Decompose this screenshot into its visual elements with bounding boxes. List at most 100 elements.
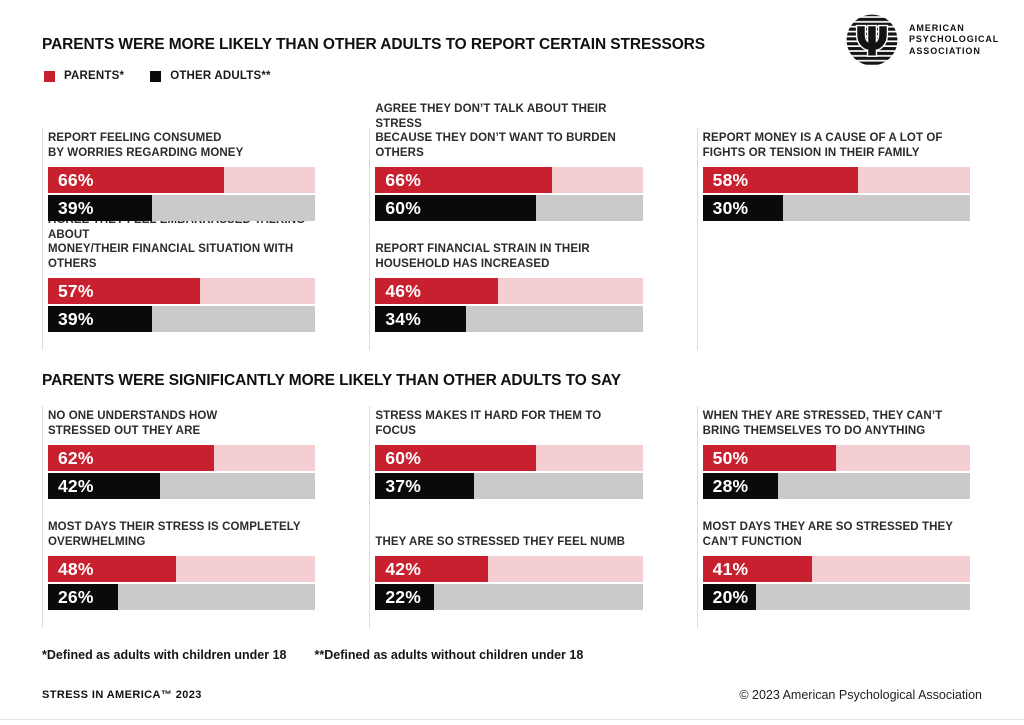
stat-chart: AGREE THEY FEEL EMBARRASSED TALKING ABOU… [42,214,369,350]
other-adults-bar: 34% [375,306,467,332]
apa-logo-line-2: PSYCHOLOGICAL [909,34,1000,45]
other-adults-bar-value: 37% [385,475,421,496]
stat-label: STRESS MAKES IT HARD FOR THEM TO FOCUS [375,410,602,437]
other-adults-bar: 22% [375,584,435,610]
stat-label: AGREE THEY FEEL EMBARRASSED TALKING ABOU… [48,214,305,270]
other-adults-bar: 42% [48,473,161,499]
parents-bar-track: 42% [375,556,643,582]
other-adults-bar-value: 60% [385,197,421,218]
footer: STRESS IN AMERICA™ 2023 © 2023 American … [0,688,1024,702]
other-adults-bar-track: 39% [48,306,316,332]
parents-bar: 57% [48,278,201,304]
parents-swatch-icon [44,70,55,82]
stat-label: MOST DAYS THEIR STRESS IS COMPLETELY OVER… [48,521,301,548]
apa-logo-text: AMERICAN PSYCHOLOGICAL ASSOCIATION [909,23,999,58]
parents-bar-track: 66% [48,167,316,193]
stat-chart: AGREE THEY DON’T TALK ABOUT THEIR STRESS… [369,103,696,239]
apa-logo-line-1: AMERICAN [909,22,965,33]
legend-label-other-adults: OTHER ADULTS** [170,70,271,82]
parents-bar: 46% [375,278,499,304]
stat-chart: STRESS MAKES IT HARD FOR THEM TO FOCUS 60… [369,406,696,517]
parents-bar: 41% [702,556,813,582]
parents-bar: 50% [702,445,837,471]
footnote-other-adults: **Defined as adults without children und… [314,648,584,662]
other-adults-bar-track: 42% [48,473,316,499]
parents-bar-track: 60% [375,445,643,471]
other-adults-bar-track: 60% [375,195,643,221]
stat-chart: REPORT FEELING CONSUMED BY WORRIES REGARD… [42,128,369,239]
other-adults-bar: 39% [48,195,153,221]
apa-logo: Ψ AMERICAN PSYCHOLOGICAL ASSOCIATION [845,13,999,67]
copyright-text: © 2023 American Psychological Associatio… [739,688,982,702]
other-adults-bar-value: 30% [712,197,749,218]
apa-logo-line-3: ASSOCIATION [909,45,981,56]
stat-label: THEY ARE SO STRESSED THEY FEEL NUMB [375,535,626,548]
parents-bar: 58% [702,167,858,193]
stat-chart: NO ONE UNDERSTANDS HOW STRESSED OUT THEY … [42,406,369,517]
parents-bar-track: 58% [702,167,970,193]
parents-bar-value: 48% [58,558,94,579]
other-adults-bar-track: 20% [702,584,970,610]
parents-bar-track: 62% [48,445,316,471]
stat-chart: WHEN THEY ARE STRESSED, THEY CAN’T BRING … [696,406,1024,517]
parents-bar-track: 48% [48,556,316,582]
parents-bar: 42% [375,556,488,582]
parents-bar-track: 66% [375,167,643,193]
parents-bar: 66% [375,167,552,193]
stat-chart: THEY ARE SO STRESSED THEY FEEL NUMB 42% 22… [369,517,696,628]
other-adults-bar-track: 28% [702,473,970,499]
other-adults-bar-value: 39% [58,308,94,329]
svg-text:Ψ: Ψ [855,20,889,66]
other-adults-bar-track: 34% [375,306,643,332]
stat-chart: REPORT FINANCIAL STRAIN IN THEIR HOUSEHOL… [369,239,696,350]
parents-bar-value: 57% [58,280,94,301]
other-adults-bar: 26% [48,584,118,610]
parents-bar: 62% [48,445,214,471]
stat-chart: MOST DAYS THEY ARE SO STRESSED THEY CAN’T… [696,517,1024,628]
other-adults-bar-value: 42% [58,475,94,496]
stat-label: REPORT FEELING CONSUMED BY WORRIES REGARD… [48,132,244,159]
footnotes: *Defined as adults with children under 1… [42,648,583,662]
stat-label: MOST DAYS THEY ARE SO STRESSED THEY CAN’T… [702,521,954,548]
other-adults-bar-track: 22% [375,584,643,610]
parents-bar-value: 60% [385,447,421,468]
stat-label: REPORT FINANCIAL STRAIN IN THEIR HOUSEHOL… [375,243,590,270]
other-adults-bar: 28% [702,473,778,499]
stat-label: AGREE THEY DON’T TALK ABOUT THEIR STRESS… [375,103,616,159]
section-2-charts: NO ONE UNDERSTANDS HOW STRESSED OUT THEY … [42,406,1024,628]
apa-psi-icon: Ψ [846,14,898,66]
report-title: STRESS IN AMERICA™ 2023 [42,689,202,701]
parents-bar: 60% [375,445,536,471]
parents-bar-value: 66% [385,169,421,190]
legend: PARENTS* OTHER ADULTS** [44,70,271,82]
parents-bar-value: 62% [58,447,94,468]
stat-chart: REPORT MONEY IS A CAUSE OF A LOT OF FIGHT… [696,128,1024,239]
other-adults-bar-track: 39% [48,195,316,221]
parents-bar-value: 41% [712,558,749,579]
other-adults-bar-value: 22% [385,586,421,607]
legend-item-parents: PARENTS* [44,70,124,82]
parents-bar: 66% [48,167,225,193]
footnote-parents: *Defined as adults with children under 1… [42,648,287,662]
other-adults-bar-track: 30% [702,195,970,221]
stat-chart: MOST DAYS THEIR STRESS IS COMPLETELY OVER… [42,517,369,628]
other-adults-bar-track: 37% [375,473,643,499]
other-adults-bar-track: 26% [48,584,316,610]
parents-bar-value: 58% [712,169,749,190]
other-adults-swatch-icon [150,70,162,82]
bottom-divider [0,719,1024,720]
other-adults-bar-value: 28% [712,475,749,496]
parents-bar-track: 41% [702,556,970,582]
section-1-title: PARENTS WERE MORE LIKELY THAN OTHER ADUL… [42,36,705,53]
legend-label-parents: PARENTS* [64,70,125,82]
parents-bar-value: 66% [58,169,94,190]
stat-label: NO ONE UNDERSTANDS HOW STRESSED OUT THEY … [48,410,218,437]
other-adults-bar-value: 20% [712,586,749,607]
parents-bar-value: 50% [712,447,749,468]
section-1-charts: REPORT FEELING CONSUMED BY WORRIES REGARD… [42,103,1024,350]
parents-bar: 48% [48,556,177,582]
empty-cell [696,239,1024,350]
parents-bar-value: 46% [385,280,421,301]
other-adults-bar: 37% [375,473,475,499]
section-2-title: PARENTS WERE SIGNIFICANTLY MORE LIKELY T… [42,372,622,389]
